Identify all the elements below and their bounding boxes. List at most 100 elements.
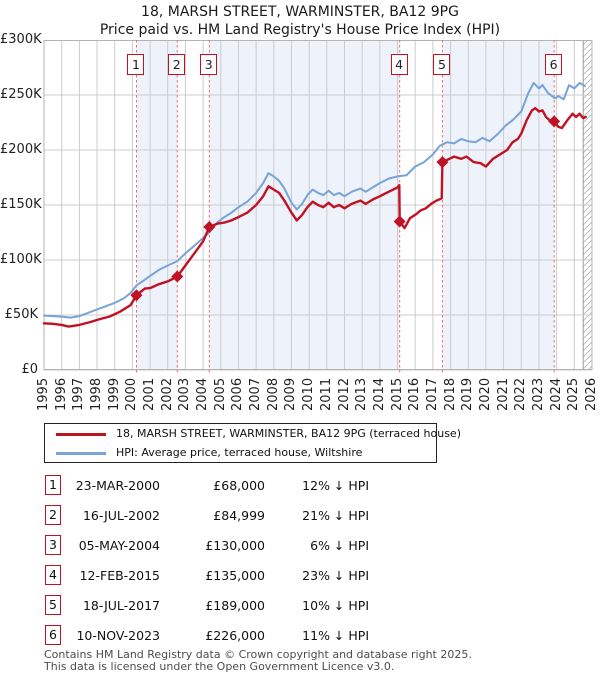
sale-marker <box>130 289 143 302</box>
y-axis: £300K £250K £200K £150K £100K £50K £0 <box>0 32 42 380</box>
sale-hpi-delta: 10% ↓ HPI <box>302 598 369 613</box>
sale-date: 23-MAR-2000 <box>75 478 160 493</box>
hpi-line <box>43 81 586 319</box>
y-axis-label: £0 <box>21 362 38 377</box>
x-axis-label: 1996 <box>53 377 69 411</box>
sale-number-box: 1 <box>127 54 145 75</box>
x-axis-label: 2021 <box>495 377 511 411</box>
footer-line-1: Contains HM Land Registry data © Crown c… <box>44 648 472 661</box>
x-axis-label: 2017 <box>424 377 440 411</box>
x-axis-label: 2002 <box>159 377 175 411</box>
table-row: 1 23-MAR-2000 £68,000 12% ↓ HPI <box>44 471 556 501</box>
x-axis-label: 2005 <box>212 377 228 411</box>
sale-marker <box>393 215 406 228</box>
x-axis-label: 2013 <box>354 377 370 411</box>
x-axis-label: 2009 <box>283 377 299 411</box>
legend-item-hpi: HPI: Average price, terraced house, Wilt… <box>45 445 436 462</box>
sale-date: 10-NOV-2023 <box>76 628 160 643</box>
sale-marker <box>203 221 216 233</box>
x-axis-label: 2011 <box>318 377 334 411</box>
x-axis-label: 2008 <box>265 377 281 411</box>
x-axis-label: 2014 <box>371 377 387 411</box>
sale-date: 16-JUL-2002 <box>82 508 160 523</box>
row-number-box: 3 <box>45 535 61 555</box>
sale-number-box: 6 <box>545 54 563 75</box>
x-axis-label: 2020 <box>477 377 493 411</box>
footer-line-2: This data is licensed under the Open Gov… <box>44 659 395 673</box>
legend-item-price-paid: 18, MARSH STREET, WARMINSTER, BA12 9PG (… <box>45 426 461 443</box>
x-axis-label: 2024 <box>548 377 564 411</box>
table-row: 4 12-FEB-2015 £135,000 23% ↓ HPI <box>44 561 556 591</box>
chart-legend: 18, MARSH STREET, WARMINSTER, BA12 9PG (… <box>44 423 461 463</box>
y-axis-label: £50K <box>4 307 38 322</box>
x-axis-label: 2003 <box>177 377 193 411</box>
sale-marker <box>548 115 561 128</box>
row-number-box: 6 <box>45 625 61 645</box>
sale-hpi-delta: 12% ↓ HPI <box>302 478 369 493</box>
x-axis-label: 2012 <box>336 377 352 411</box>
legend-label: 18, MARSH STREET, WARMINSTER, BA12 9PG (… <box>116 427 461 440</box>
x-axis-label: 2010 <box>301 377 317 411</box>
y-axis-label: £300K <box>0 32 42 47</box>
x-axis-label: 2004 <box>195 377 211 411</box>
x-axis-label: 2007 <box>248 377 264 411</box>
legend-label: HPI: Average price, terraced house, Wilt… <box>116 446 363 459</box>
sale-number-box: 5 <box>433 54 451 75</box>
x-axis-label: 1995 <box>36 377 51 411</box>
row-number-box: 2 <box>45 505 61 525</box>
sale-hpi-delta: 6% ↓ HPI <box>310 538 369 553</box>
sale-date: 12-FEB-2015 <box>79 568 160 583</box>
x-axis-label: 2016 <box>407 377 423 411</box>
license-footer: Contains HM Land Registry data © Crown c… <box>44 649 584 672</box>
x-axis-label: 2019 <box>460 377 476 411</box>
table-row: 2 16-JUL-2002 £84,999 21% ↓ HPI <box>44 501 556 531</box>
x-axis-label: 1999 <box>106 377 122 411</box>
table-row: 3 05-MAY-2004 £130,000 6% ↓ HPI <box>44 531 556 561</box>
sale-number-box: 4 <box>390 54 408 75</box>
y-axis-label: £100K <box>0 252 42 267</box>
sale-price: £68,000 <box>213 478 265 493</box>
sale-price: £135,000 <box>205 568 265 583</box>
price-paid-line-swatch <box>56 433 106 436</box>
table-row: 5 18-JUL-2017 £189,000 10% ↓ HPI <box>44 591 556 621</box>
page-subtitle: Price paid vs. HM Land Registry's House … <box>99 22 501 38</box>
x-axis-label: 2000 <box>124 377 140 411</box>
x-axis-label: 2023 <box>530 377 546 411</box>
sale-hpi-delta: 21% ↓ HPI <box>302 508 369 523</box>
sale-date: 05-MAY-2004 <box>78 538 160 553</box>
sale-date: 18-JUL-2017 <box>82 598 160 613</box>
x-axis-label: 1998 <box>89 377 105 411</box>
sale-price: £130,000 <box>205 538 265 553</box>
sale-hpi-delta: 23% ↓ HPI <box>302 568 369 583</box>
row-number-box: 1 <box>45 475 61 495</box>
x-axis-label: 1997 <box>71 377 87 411</box>
x-axis-label: 2025 <box>566 377 582 411</box>
x-axis-label: 2006 <box>230 377 246 411</box>
row-number-box: 5 <box>45 595 61 615</box>
chart-canvas <box>42 40 593 374</box>
sale-number-box: 3 <box>200 54 218 75</box>
x-axis-label: 2001 <box>142 377 158 411</box>
sale-marker <box>171 270 184 283</box>
sale-number-box: 2 <box>168 54 186 75</box>
hpi-line-swatch <box>56 452 106 455</box>
page-title: 18, MARSH STREET, WARMINSTER, BA12 9PG <box>141 4 459 20</box>
y-axis-label: £200K <box>0 142 42 157</box>
sale-marker <box>436 156 449 169</box>
row-number-box: 4 <box>45 565 61 585</box>
sale-price: £189,000 <box>205 598 265 613</box>
x-axis-label: 2026 <box>584 377 599 411</box>
sale-price: £226,000 <box>205 628 265 643</box>
sale-price: £84,999 <box>213 508 265 523</box>
x-axis: 1995 1996 1997 1998 1999 2000 2001 2002 2003 2004… <box>0 373 600 413</box>
x-axis-label: 2022 <box>513 377 529 411</box>
y-axis-label: £250K <box>0 87 42 102</box>
sales-table: 1 23-MAR-2000 £68,000 12% ↓ HPI 2 16-JUL-2002… <box>44 471 556 651</box>
sale-hpi-delta: 11% ↓ HPI <box>302 628 369 643</box>
x-axis-label: 2018 <box>442 377 458 411</box>
x-axis-label: 2015 <box>389 377 405 411</box>
table-row: 6 10-NOV-2023 £226,000 11% ↓ HPI <box>44 621 556 651</box>
y-axis-label: £150K <box>0 197 42 212</box>
